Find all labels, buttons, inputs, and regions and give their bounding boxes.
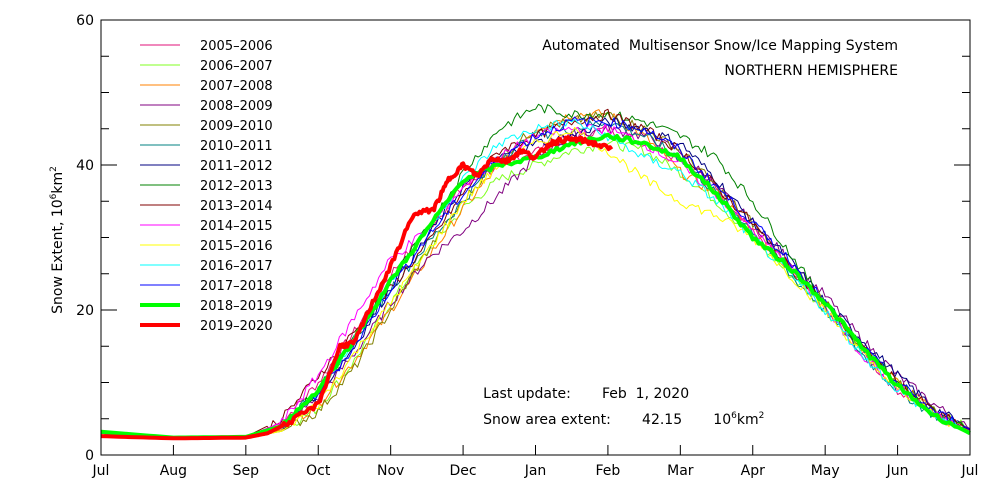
legend-label: 2015–2016	[200, 239, 273, 254]
legend-label: 2014–2015	[200, 219, 273, 234]
x-tick-label: Mar	[667, 463, 694, 479]
chart-title: Automated Multisensor Snow/Ice Mapping S…	[542, 38, 898, 54]
y-axis-label-sup: 6	[49, 193, 59, 199]
x-tick-label: Jun	[886, 463, 909, 479]
axis-ticks: 0 20 40 60 Jul Aug Sep Oct Nov Dec Jan Feb Mar Apr May…	[76, 13, 978, 479]
series-layer	[100, 103, 971, 441]
x-tick-label: Jan	[524, 463, 547, 479]
x-tick-label: Feb	[596, 463, 621, 479]
legend-label: 2019–2020	[200, 319, 273, 334]
legend-label: 2018–2019	[200, 299, 273, 314]
y-tick-label: 20	[76, 303, 94, 319]
x-tick-label: Dec	[450, 463, 477, 479]
legend-label: 2013–2014	[200, 199, 273, 214]
x-tick-label: Apr	[741, 463, 765, 479]
legend-label: 2010–2011	[200, 139, 273, 154]
y-tick-label: 60	[76, 13, 94, 29]
extent-label: Snow area extent:	[483, 412, 611, 428]
legend-label: 2011–2012	[200, 159, 273, 174]
x-tick-label: Nov	[377, 463, 404, 479]
legend-label: 2005–2006	[200, 39, 273, 54]
y-tick-label: 40	[76, 158, 94, 174]
y-axis-label-unit-sup: 2	[49, 166, 59, 172]
x-tick-label: Oct	[306, 463, 331, 479]
x-tick-label: Sep	[233, 463, 260, 479]
series-line-20192020	[100, 135, 614, 441]
series-line-20142015	[100, 123, 971, 439]
legend: 2005–2006 2006–2007 2007–2008 2008–2009 2009…	[140, 39, 273, 334]
legend-label: 2017–2018	[200, 279, 273, 294]
legend-label: 2008–2009	[200, 99, 273, 114]
extent-unit-base: 10	[713, 412, 731, 428]
chart-subtitle: NORTHERN HEMISPHERE	[724, 63, 898, 79]
y-axis-label-unit: km	[50, 172, 66, 194]
legend-label: 2016–2017	[200, 259, 273, 274]
annotation-last-update: Last update: Feb 1, 2020	[452, 386, 711, 402]
legend-label: 2012–2013	[200, 179, 273, 194]
x-tick-label: Aug	[160, 463, 187, 479]
last-update-value: Feb 1, 2020	[602, 386, 689, 402]
x-tick-label: Jul	[92, 463, 110, 479]
y-tick-label: 0	[85, 448, 94, 464]
annotation-snow-extent: Snow area extent: 42.15 106km2	[452, 406, 787, 428]
series-line-20182019	[100, 132, 971, 440]
extent-value: 42.15	[642, 412, 682, 428]
legend-label: 2009–2010	[200, 119, 273, 134]
legend-label: 2007–2008	[200, 79, 273, 94]
svg-text:Last update: Feb 1, 202: Last update: Feb 1, 2020	[452, 386, 711, 402]
y-axis-label: Snow Extent, 106km2	[49, 166, 66, 314]
series-line-20082009	[100, 123, 971, 439]
extent-unit-sup2: 2	[759, 411, 765, 421]
legend-label: 2006–2007	[200, 59, 273, 74]
extent-unit-sup: 6	[731, 411, 737, 421]
last-update-label: Last update:	[483, 386, 571, 402]
x-tick-label: May	[811, 463, 840, 479]
x-tick-label: Jul	[961, 463, 979, 479]
extent-unit: km	[737, 412, 759, 428]
y-axis-label-main: Snow Extent, 10	[50, 199, 66, 314]
svg-text:Snow area extent: 42.15: Snow area extent: 42.15 106km2	[452, 406, 787, 428]
